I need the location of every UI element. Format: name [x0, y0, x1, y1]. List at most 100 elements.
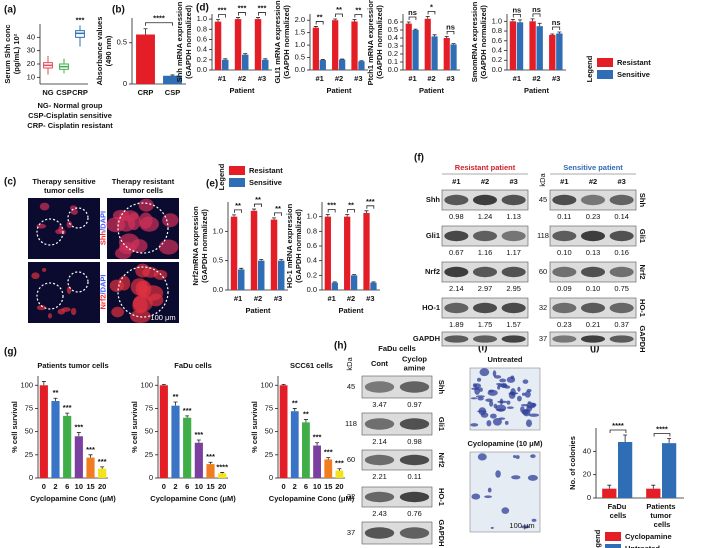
band — [472, 335, 498, 343]
bar — [331, 282, 338, 290]
colony — [486, 420, 492, 427]
band — [552, 302, 577, 314]
y-tick-label: 0.3 — [388, 41, 398, 50]
x-tick-label: #2 — [427, 74, 435, 83]
bar — [183, 417, 192, 478]
error-bar — [88, 454, 93, 458]
error-bar — [413, 28, 418, 30]
error-bar — [279, 259, 284, 261]
significance: *** — [218, 6, 227, 15]
error-bar — [332, 281, 337, 283]
y-axis-label: (GAPDH normalized) — [294, 209, 303, 283]
lane-label: #1 — [452, 177, 460, 186]
significance: ** — [348, 200, 354, 209]
band — [444, 335, 469, 343]
y-tick-label: 0.6 — [388, 17, 398, 26]
colony-image — [469, 451, 541, 533]
cell-outline — [67, 271, 89, 293]
panel-title: FaDu cells — [174, 361, 212, 370]
protein-label: Nrf2 — [638, 264, 647, 279]
error-bar — [236, 17, 241, 20]
x-tick-label: #1 — [218, 74, 226, 83]
colony — [490, 526, 494, 529]
protein-label: GAPDH — [437, 519, 446, 546]
cell — [31, 272, 40, 280]
bar — [370, 282, 377, 290]
y-tick-label: 0.8 — [197, 24, 207, 33]
band — [552, 266, 577, 278]
y-tick-label: 0 — [29, 473, 33, 482]
colony — [499, 398, 504, 406]
colony — [531, 518, 537, 522]
significance: *** — [194, 430, 203, 439]
bar — [351, 21, 358, 70]
bar — [218, 473, 227, 478]
colony — [525, 419, 533, 428]
scale-label: 100 μm — [509, 521, 534, 530]
y-axis-label: No. of colonies — [568, 436, 577, 490]
blot-title: FaDu cells — [378, 344, 416, 353]
lane-label: Cont — [371, 359, 389, 368]
band-quant: 0.16 — [614, 248, 629, 257]
bar — [549, 34, 556, 70]
significance: ns — [532, 5, 541, 14]
y-tick-label: 100 — [20, 380, 33, 389]
bracket — [258, 12, 266, 16]
band — [399, 454, 430, 466]
lane-label: amine — [404, 363, 426, 372]
bar — [313, 445, 321, 478]
panel-label: (e) — [206, 179, 218, 190]
bar — [254, 19, 262, 70]
error-bar — [220, 472, 225, 474]
colony — [487, 389, 498, 396]
x-tick-label: #3 — [354, 74, 362, 83]
band — [609, 194, 634, 206]
panel-label: (c) — [4, 177, 16, 188]
y-tick-label: 2.0 — [295, 15, 305, 24]
x-tick-label: #2 — [347, 294, 355, 303]
x-tick-label: #3 — [366, 294, 374, 303]
error-bar — [667, 438, 672, 444]
y-tick-label: 50 — [145, 427, 153, 436]
cell — [41, 267, 47, 272]
bracket — [609, 429, 627, 433]
colony — [517, 386, 521, 392]
protein-label: Gli1 — [638, 229, 647, 243]
y-axis-label: Shh mRNA expression — [175, 1, 184, 82]
band — [472, 302, 498, 314]
y-tick-label: 0.4 — [388, 33, 398, 42]
band-quant: 3.47 — [372, 400, 387, 409]
x-axis-label: Patient — [326, 86, 352, 95]
panel-label: (g) — [4, 347, 17, 358]
kda-value: 60 — [539, 267, 547, 276]
x-axis-label: Cyclopamine Conc (μM) — [269, 494, 355, 503]
image-header: Therapy resistant — [112, 177, 175, 186]
band-quant: 1.75 — [478, 320, 493, 329]
x-tick-label: #1 — [315, 74, 323, 83]
error-bar — [252, 208, 257, 211]
error-bar — [313, 26, 318, 28]
bar — [424, 18, 431, 70]
colony — [522, 379, 529, 384]
colony — [506, 400, 511, 405]
band — [580, 335, 606, 343]
y-tick-label: 0.2 — [197, 55, 207, 64]
y-tick-label: 0.4 — [492, 46, 502, 55]
error-bar — [510, 18, 515, 22]
y-tick-label: 0.8 — [307, 226, 317, 235]
band-quant: 0.37 — [614, 320, 629, 329]
significance: ** — [317, 12, 323, 21]
colony — [470, 397, 478, 400]
x-tick-label: #1 — [327, 294, 335, 303]
protein-label: GAPDH — [638, 325, 647, 352]
panel-label: (d) — [196, 3, 209, 14]
lane-label: #3 — [509, 177, 517, 186]
legend-swatch — [229, 178, 245, 187]
error-bar — [173, 401, 178, 406]
band — [399, 381, 430, 393]
error-bar — [292, 408, 297, 412]
error-bar — [352, 19, 357, 22]
bar — [63, 415, 72, 478]
colony — [515, 455, 520, 460]
x-tick-label: #3 — [552, 74, 560, 83]
